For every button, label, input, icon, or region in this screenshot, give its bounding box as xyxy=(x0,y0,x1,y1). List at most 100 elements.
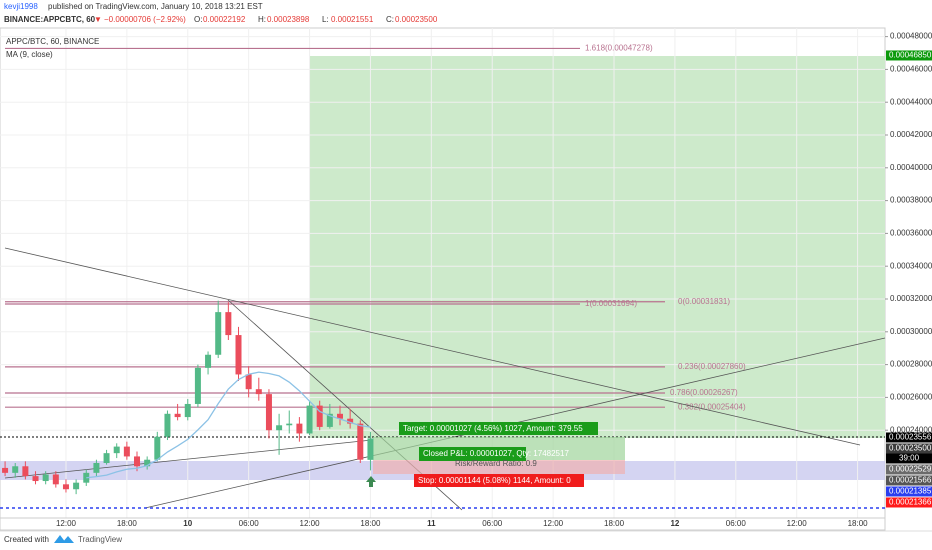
fib-label: 0.236(0.00027860) xyxy=(678,362,746,371)
ohlc-key: L: xyxy=(322,15,329,24)
y-tick-label: 0.00026000 xyxy=(890,393,932,402)
fib-label: 1.618(0.00047278) xyxy=(585,44,653,53)
ma-line xyxy=(86,371,371,479)
x-tick-label: 06:00 xyxy=(239,519,260,528)
grid xyxy=(0,28,885,518)
x-tick-label: 12 xyxy=(670,519,679,528)
stop-box xyxy=(414,474,584,487)
price-tag-label: 0.00021566 xyxy=(889,476,932,485)
trend-line xyxy=(4,247,861,446)
price-tag xyxy=(886,50,932,61)
footer-brand: TradingView xyxy=(78,535,122,544)
candle-body xyxy=(32,476,39,482)
y-tick-label: 0.00036000 xyxy=(890,229,932,238)
x-tick-label: 12:00 xyxy=(787,519,808,528)
legend-title: APPC/BTC, 60, BINANCE xyxy=(6,37,99,46)
candle-body xyxy=(144,459,151,467)
y-tick-label: 0.00040000 xyxy=(890,163,932,172)
candle-body xyxy=(255,389,262,395)
x-tick-label: 12:00 xyxy=(56,519,77,528)
target-label: Target: 0.00001027 (4.56%) 1027, Amount:… xyxy=(403,424,583,433)
candle-body xyxy=(42,474,49,482)
candle-body xyxy=(357,423,364,460)
price-tag-label: 0.00023500 xyxy=(889,444,932,453)
ohlc-value: 0.00023898 xyxy=(267,15,310,24)
ohlc-value: 0.00021551 xyxy=(331,15,374,24)
fib-label: 0.382(0.00025404) xyxy=(678,402,746,411)
fib-label: 0(0.00031831) xyxy=(678,297,730,306)
countdown-box xyxy=(886,453,932,464)
x-tick-label: 12:00 xyxy=(543,519,564,528)
candle-body xyxy=(164,413,171,437)
price-tag-label: 0.00021366 xyxy=(889,498,932,507)
ohlc-value: 0.00022192 xyxy=(203,15,246,24)
indicator: MA (9, close) xyxy=(6,50,53,59)
y-tick-label: 0.00030000 xyxy=(890,327,932,336)
candle-body xyxy=(73,482,80,490)
logo xyxy=(54,535,74,543)
time-axis xyxy=(0,517,886,531)
plot xyxy=(0,27,886,519)
candle-body xyxy=(276,425,283,431)
target-box xyxy=(399,422,598,435)
ohlc-value: 0.00023500 xyxy=(395,15,438,24)
candle-body xyxy=(215,312,222,355)
change: −0.00000706 (−2.92%) xyxy=(104,15,186,24)
candle-body xyxy=(235,335,242,375)
candle-body xyxy=(347,418,354,424)
price-tag-label: 0.00021385 xyxy=(889,487,932,496)
ohlc: O: 0.00022192 H: 0.00023898 L: 0.00021551 C: 0.… xyxy=(194,15,438,24)
candle-body xyxy=(316,405,323,427)
y-tick-label: 0.00032000 xyxy=(890,294,932,303)
price-tag xyxy=(886,432,932,443)
price-tag xyxy=(886,464,932,475)
y-tick-label: 0.00024000 xyxy=(890,425,932,434)
x-tick-label: 06:00 xyxy=(726,519,747,528)
price-tag-label: 0.00023556 xyxy=(889,433,932,442)
price-tag xyxy=(886,475,932,486)
candle-body xyxy=(225,312,232,336)
fib-label: 0.786(0.00026267) xyxy=(670,388,738,397)
candle-body xyxy=(367,438,374,460)
price-tag-label: 0.00022529 xyxy=(889,465,932,474)
countdown: 39:00 xyxy=(899,454,920,463)
x-axis: 12:00 18:00 10 06:00 12:00 18:00 11 06:00 12:00 1… xyxy=(56,519,868,528)
long-zone xyxy=(310,56,885,438)
ohlc-key: H: xyxy=(258,15,266,24)
y-axis: 0.00024000 0.00026000 0.00028000 0.00030000… xyxy=(885,32,932,508)
x-tick-label: 18:00 xyxy=(848,519,869,528)
y-tick-label: 0.00034000 xyxy=(890,261,932,270)
candles xyxy=(2,300,374,495)
candle-body xyxy=(93,462,100,473)
y-tick-label: 0.00044000 xyxy=(890,97,932,106)
rr-label: Risk/Reward Ratio: 0.9 xyxy=(455,459,537,468)
author[interactable]: kevji1998 xyxy=(4,2,38,11)
buy-arrow xyxy=(366,476,376,487)
trend-line xyxy=(4,439,373,479)
candle-body xyxy=(265,394,272,431)
candle-body xyxy=(62,484,69,490)
candle-body xyxy=(245,374,252,390)
x-tick-label: 18:00 xyxy=(604,519,625,528)
candle-body xyxy=(113,446,120,454)
candle-body xyxy=(154,436,161,460)
y-tick-label: 0.00042000 xyxy=(890,130,932,139)
candle-body xyxy=(123,446,130,457)
footer-created: Created with xyxy=(4,535,49,544)
pnl-label: Closed P&L: 0.00001027, Qty: 17482517 xyxy=(423,449,569,458)
price-tag xyxy=(886,486,932,497)
fib-label: 1(0.00031694) xyxy=(585,299,637,308)
fib-levels: 1.618(0.00047278) 1(0.00031694) 0(0.000318… xyxy=(5,44,746,411)
price-tag-label: 0.00046850 xyxy=(889,51,932,60)
arrow: ▼ xyxy=(94,15,102,24)
stop-label: Stop: 0.00001144 (5.08%) 1144, Amount: 0 xyxy=(418,476,571,485)
x-tick-label: 18:00 xyxy=(360,519,381,528)
x-tick-label: 18:00 xyxy=(117,519,138,528)
candle-body xyxy=(194,367,201,404)
candle-body xyxy=(52,474,59,485)
price-tag xyxy=(886,497,932,508)
ohlc-key: C: xyxy=(386,15,394,24)
stop-zone xyxy=(373,460,625,474)
candle-body xyxy=(22,466,29,477)
